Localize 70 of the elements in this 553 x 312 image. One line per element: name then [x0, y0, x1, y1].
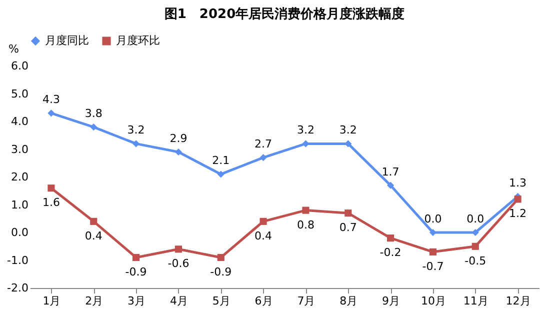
chart-title: 图1 2020年居民消费价格月度涨跌幅度: [164, 6, 405, 22]
y-tick-label: 2.0: [11, 170, 28, 184]
point: [90, 124, 98, 131]
data-label: -0.9: [125, 265, 147, 278]
x-tick-label: 5月: [212, 294, 230, 308]
y-tick-label: -1.0: [7, 254, 28, 267]
point: [429, 248, 436, 256]
x-tick-label: 3月: [128, 294, 146, 308]
point: [260, 154, 267, 162]
data-label: 2.9: [170, 132, 188, 146]
y-tick-label: 0.0: [11, 226, 28, 239]
point: [260, 218, 267, 225]
data-label: 3.2: [296, 124, 314, 137]
point: [217, 254, 224, 262]
x-tick-label: 8月: [340, 294, 358, 308]
data-label: 2.1: [212, 154, 230, 168]
point: [90, 218, 98, 225]
x-tick-label: 12月: [506, 294, 531, 308]
legend-label: 月度环比: [116, 34, 160, 47]
point: [387, 234, 394, 242]
point: [174, 148, 182, 156]
y-tick-label: 6.0: [11, 60, 28, 72]
point: [217, 170, 224, 178]
data-label: 3.2: [127, 124, 145, 137]
point: [48, 184, 55, 192]
data-label: -0.6: [168, 257, 190, 270]
data-label: 4.3: [42, 93, 60, 106]
x-tick-label: 7月: [297, 294, 316, 308]
point: [132, 140, 140, 148]
data-label: 0.7: [339, 221, 357, 234]
x-tick-label: 4月: [170, 294, 188, 308]
point: [48, 110, 55, 117]
x-tick-label: 10月: [420, 294, 446, 308]
data-label: 0.4: [254, 229, 272, 242]
point: [174, 246, 182, 253]
data-label: 0.0: [424, 212, 442, 226]
y-tick-label: 3.0: [11, 142, 28, 156]
data-label: 0.8: [296, 218, 314, 232]
point: [387, 182, 394, 189]
data-label: -0.5: [464, 254, 486, 268]
point: [344, 140, 352, 148]
x-tick-label: 6月: [254, 294, 273, 308]
data-label: 0.4: [84, 229, 102, 242]
y-axis-title: %: [8, 42, 19, 56]
data-label: 1.2: [509, 207, 527, 220]
legend-label: 月度同比: [45, 34, 89, 47]
y-tick-label: 1.0: [11, 198, 28, 212]
point: [132, 254, 140, 262]
point: [302, 206, 310, 214]
data-label: -0.7: [422, 260, 444, 273]
x-tick-label: 9月: [382, 294, 400, 308]
y-tick-label: 4.0: [11, 115, 28, 128]
point: [344, 210, 352, 217]
data-label: 1.3: [509, 176, 527, 190]
y-tick-label: 5.0: [11, 87, 28, 100]
data-label: -0.9: [210, 265, 232, 278]
data-label: 2.7: [254, 138, 272, 151]
x-tick-label: 2月: [85, 294, 104, 308]
data-label: 1.6: [42, 196, 60, 210]
point: [514, 196, 522, 203]
data-label: 1.7: [382, 165, 400, 178]
data-label: -0.2: [380, 246, 402, 260]
y-tick-label: -2.0: [7, 282, 28, 294]
data-label: 3.8: [84, 107, 102, 120]
x-tick-label: 11月: [463, 294, 488, 308]
x-tick-label: 1月: [42, 294, 61, 308]
data-label: 0.0: [466, 212, 484, 226]
point: [472, 242, 479, 250]
point: [429, 228, 436, 236]
data-label: 3.2: [339, 124, 357, 137]
